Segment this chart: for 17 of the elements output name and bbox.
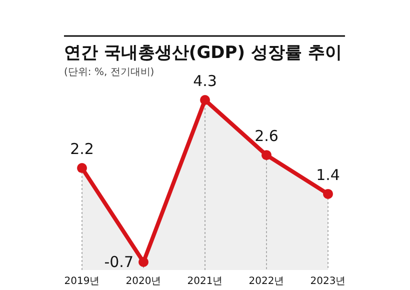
x-tick-label: 2019년 xyxy=(64,276,100,287)
chart-subtitle: (단위: %, 전기대비) xyxy=(64,67,154,78)
data-label: 2.6 xyxy=(254,127,278,146)
chart-title: 연간 국내총생산(GDP) 성장률 추이 xyxy=(64,43,342,63)
point xyxy=(138,257,148,267)
point xyxy=(262,150,272,160)
x-tick-label: 2023년 xyxy=(310,276,346,287)
data-label: 4.3 xyxy=(193,72,217,90)
point xyxy=(77,163,87,174)
data-label: 2.2 xyxy=(70,140,94,158)
point xyxy=(200,95,210,105)
x-tick-label: 2020년 xyxy=(126,276,162,287)
x-tick-label: 2021년 xyxy=(187,276,223,287)
data-label: 1.4 xyxy=(316,166,340,184)
point xyxy=(323,188,333,199)
data-label: -0.7 xyxy=(104,253,134,271)
x-tick-label: 2022년 xyxy=(248,276,284,287)
